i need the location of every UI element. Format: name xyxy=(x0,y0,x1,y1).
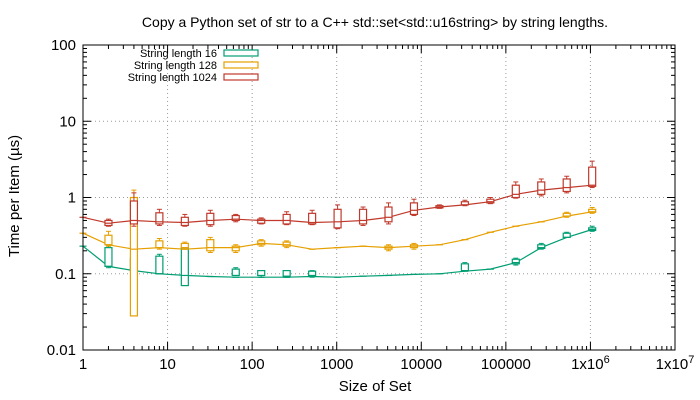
box-mark xyxy=(588,166,597,187)
legend-label: String length 128 xyxy=(134,60,217,72)
series-3 xyxy=(79,160,597,230)
box-mark xyxy=(104,247,113,267)
box-mark xyxy=(129,200,139,225)
y-axis-label: Time per Item (µs) xyxy=(6,135,23,257)
box-mark xyxy=(460,263,469,272)
box-mark xyxy=(486,198,495,204)
legend-swatch xyxy=(223,73,259,81)
x-tick-label: 10000 xyxy=(400,356,442,373)
x-tick-label: 10 xyxy=(159,356,176,373)
box-mark xyxy=(308,270,317,277)
box-mark xyxy=(511,258,520,265)
x-tick-label: 100 xyxy=(240,356,265,373)
y-tick-label: 1 xyxy=(68,190,76,207)
x-tick-label: 1x106 xyxy=(571,354,610,373)
x-tick-label: 1x107 xyxy=(656,354,695,373)
y-tick-label: 10 xyxy=(59,113,76,130)
box-mark xyxy=(231,245,240,252)
box-mark xyxy=(155,212,164,225)
box-mark xyxy=(180,247,189,287)
box-mark xyxy=(409,202,419,216)
x-tick-label: 1000 xyxy=(320,356,353,373)
box-mark xyxy=(282,269,291,277)
y-tick-label: 0.1 xyxy=(55,266,76,283)
box-mark xyxy=(308,212,317,225)
box-mark xyxy=(511,184,520,199)
box-mark xyxy=(155,240,164,249)
box-mark xyxy=(384,206,393,223)
box-mark xyxy=(180,242,189,249)
x-tick-label: 1 xyxy=(79,356,87,373)
x-tick-label: 100000 xyxy=(481,356,531,373)
box-mark xyxy=(537,244,546,250)
legend-label: String length 16 xyxy=(140,48,217,60)
box-mark xyxy=(562,178,571,193)
box-mark xyxy=(537,181,546,195)
box-mark xyxy=(206,239,215,252)
legend-label: String length 1024 xyxy=(128,72,217,84)
box-mark xyxy=(257,269,266,277)
box-mark xyxy=(155,255,164,275)
series-2 xyxy=(79,189,597,317)
box-mark xyxy=(282,213,291,225)
legend-swatch xyxy=(223,61,259,69)
box-mark xyxy=(206,212,215,226)
chart-title: Copy a Python set of str to a C++ std::s… xyxy=(142,14,608,30)
box-mark xyxy=(231,268,240,277)
y-tick-label: 100 xyxy=(51,37,76,54)
ticks: 1 10 100 1000 10000 100000 1x106 1x107 0.01 0.1 1 1… xyxy=(47,37,695,373)
x-axis-label: Size of Set xyxy=(339,378,412,395)
legend-swatch xyxy=(223,49,259,57)
box-mark xyxy=(231,214,240,222)
box-mark xyxy=(180,216,189,227)
box-mark xyxy=(104,234,113,246)
box-mark xyxy=(333,208,342,229)
box-mark xyxy=(562,232,571,238)
box-mark xyxy=(358,208,368,225)
y-tick-label: 0.01 xyxy=(47,342,76,359)
box-mark xyxy=(282,241,291,247)
series-layer xyxy=(79,160,597,317)
box-mark xyxy=(257,218,266,224)
